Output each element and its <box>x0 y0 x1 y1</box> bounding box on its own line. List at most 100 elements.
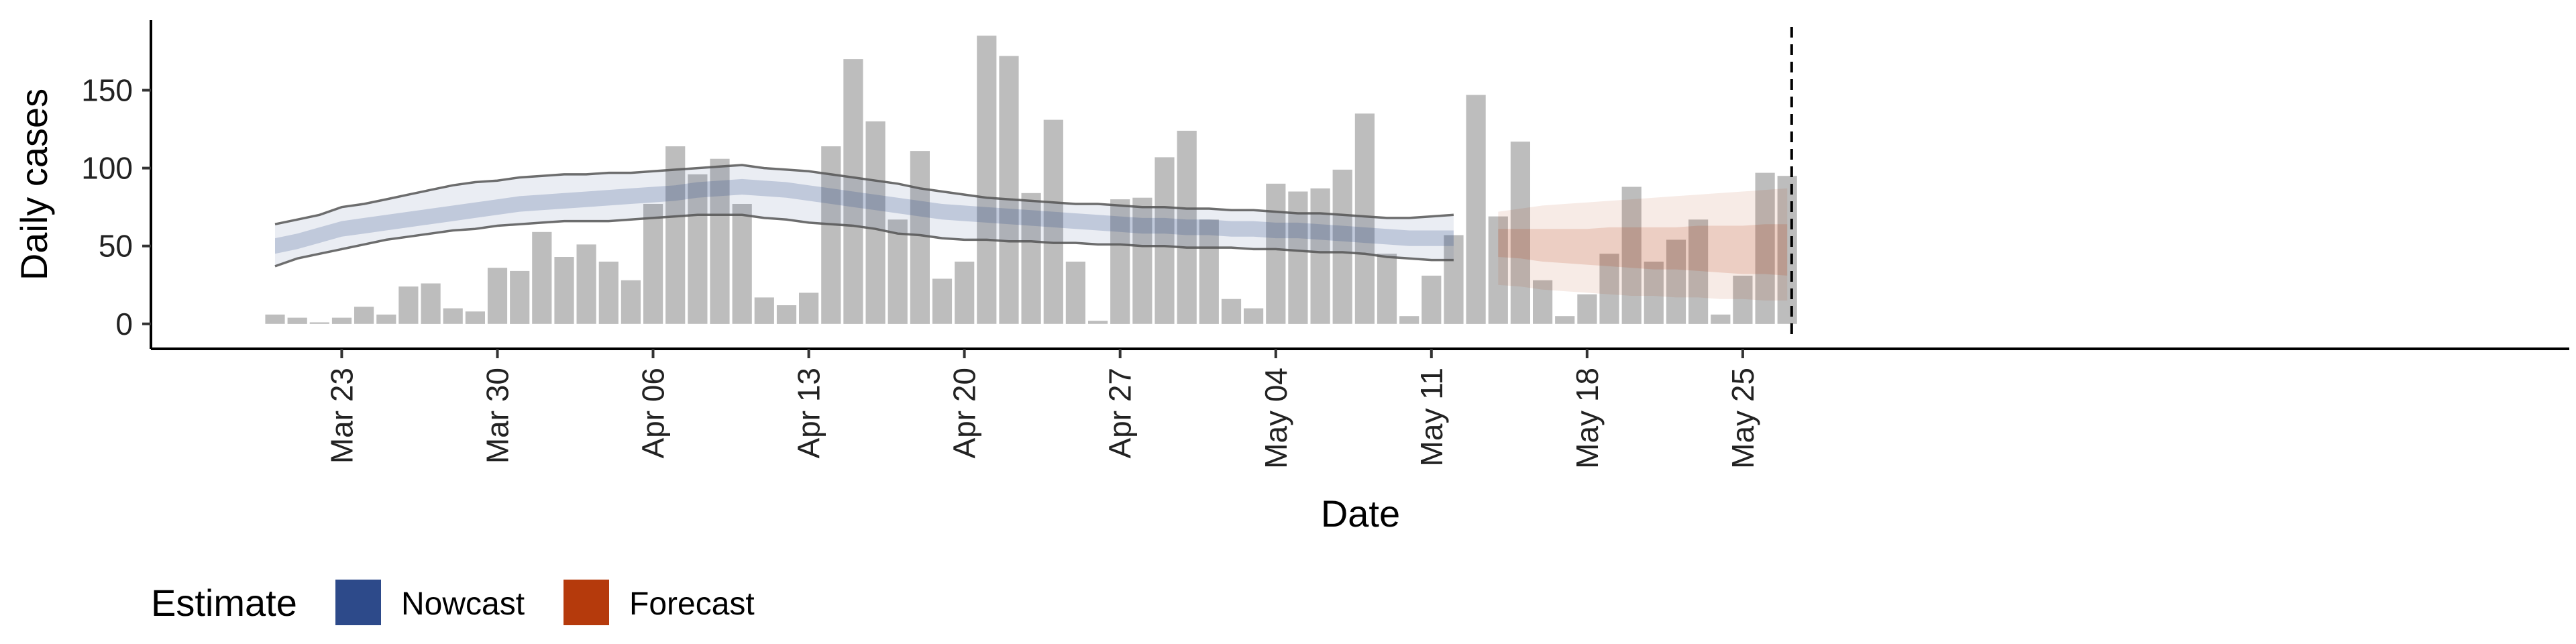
legend: Estimate Nowcast Forecast <box>151 580 755 625</box>
bar <box>1088 321 1108 324</box>
bar <box>309 322 329 324</box>
bar <box>999 56 1019 324</box>
forecast-inner-band <box>1498 224 1788 276</box>
bar <box>1488 216 1508 324</box>
bar <box>1132 197 1152 324</box>
bar <box>1199 219 1219 324</box>
axes-layer <box>150 20 2569 350</box>
y-axis-title: Daily cases <box>13 89 55 280</box>
bar <box>665 146 686 324</box>
bar <box>1021 193 1041 324</box>
bar <box>354 307 374 324</box>
legend-key-forecast <box>564 580 609 625</box>
nowcast-lower-line <box>274 213 1454 268</box>
bar <box>1155 157 1175 324</box>
bar <box>1065 262 1085 324</box>
bar <box>710 158 730 324</box>
bar <box>1644 262 1664 324</box>
bar <box>1399 316 1419 324</box>
bar <box>865 121 885 324</box>
y-ticks-layer: 0 50 100 150 <box>81 73 151 341</box>
bar <box>621 280 641 324</box>
bar <box>799 292 819 324</box>
y-tick-label: 100 <box>81 151 133 186</box>
bar <box>265 314 285 324</box>
bar <box>1354 113 1375 324</box>
bar <box>1555 316 1575 324</box>
x-ticks-layer: Mar 23 Mar 30 Apr 06 Apr 13 Apr 20 Apr 27 May … <box>325 349 1760 469</box>
bar <box>465 311 485 324</box>
bar <box>1621 186 1642 324</box>
x-tick-label: Apr 27 <box>1103 368 1138 459</box>
bar <box>1777 176 1797 324</box>
bar <box>331 317 352 324</box>
bar <box>843 59 863 324</box>
legend-label-nowcast: Nowcast <box>401 586 525 622</box>
bar <box>776 305 797 324</box>
ribbons-layer <box>274 164 1788 301</box>
y-tick-label: 0 <box>115 307 133 341</box>
bar <box>1533 280 1553 324</box>
bar <box>732 204 752 324</box>
bar <box>1666 239 1686 324</box>
bar <box>398 286 419 324</box>
x-tick-label: May 25 <box>1725 368 1760 469</box>
x-tick-label: Apr 06 <box>636 368 671 459</box>
bar <box>1288 191 1308 324</box>
bar <box>688 174 708 324</box>
bar <box>1310 188 1330 324</box>
bar <box>598 262 619 324</box>
bar <box>487 268 508 324</box>
x-tick-label: May 11 <box>1414 368 1449 466</box>
bar <box>532 231 552 324</box>
nowcast-inner-band <box>275 178 1454 254</box>
bar <box>1599 254 1619 324</box>
bar <box>1421 275 1442 324</box>
x-tick-label: May 04 <box>1258 368 1293 469</box>
bar <box>1332 169 1352 324</box>
y-tick-label: 50 <box>99 229 133 264</box>
bar <box>1377 254 1397 324</box>
x-axis-title: Date <box>1321 492 1400 535</box>
x-tick-label: Apr 20 <box>947 368 982 459</box>
bar <box>1577 294 1597 324</box>
bar <box>955 262 975 324</box>
bar <box>1510 142 1530 324</box>
bar <box>1043 119 1063 324</box>
bar <box>754 297 774 324</box>
x-tick-label: Mar 30 <box>480 368 515 464</box>
bar <box>510 270 530 324</box>
bar <box>1266 183 1286 324</box>
legend-key-nowcast <box>335 580 381 625</box>
bar <box>576 244 596 324</box>
bar <box>1444 235 1464 324</box>
bar <box>643 204 663 324</box>
bar <box>443 308 463 324</box>
bar <box>1733 275 1753 324</box>
bar <box>1221 299 1242 324</box>
bars-layer <box>265 36 1797 324</box>
legend-title: Estimate <box>151 582 297 624</box>
bar <box>910 151 930 324</box>
x-tick-label: Mar 23 <box>325 368 360 464</box>
bar <box>376 314 396 324</box>
bar <box>287 317 307 324</box>
bar <box>1755 172 1775 324</box>
bar <box>554 257 574 324</box>
nowcast-upper-line <box>274 164 1454 225</box>
nowcast-outer-band <box>275 165 1454 266</box>
bar <box>1110 199 1130 324</box>
bar <box>1244 308 1264 324</box>
forecast-outer-band <box>1498 188 1788 301</box>
bar <box>1711 314 1731 324</box>
y-tick-label: 150 <box>81 73 133 108</box>
bar <box>1688 219 1709 324</box>
bar <box>1466 95 1486 324</box>
bar <box>888 219 908 324</box>
bar <box>977 36 997 324</box>
legend-label-forecast: Forecast <box>629 586 755 622</box>
x-tick-label: May 18 <box>1570 368 1605 469</box>
x-tick-label: Apr 13 <box>792 368 826 459</box>
bar <box>1177 130 1197 324</box>
